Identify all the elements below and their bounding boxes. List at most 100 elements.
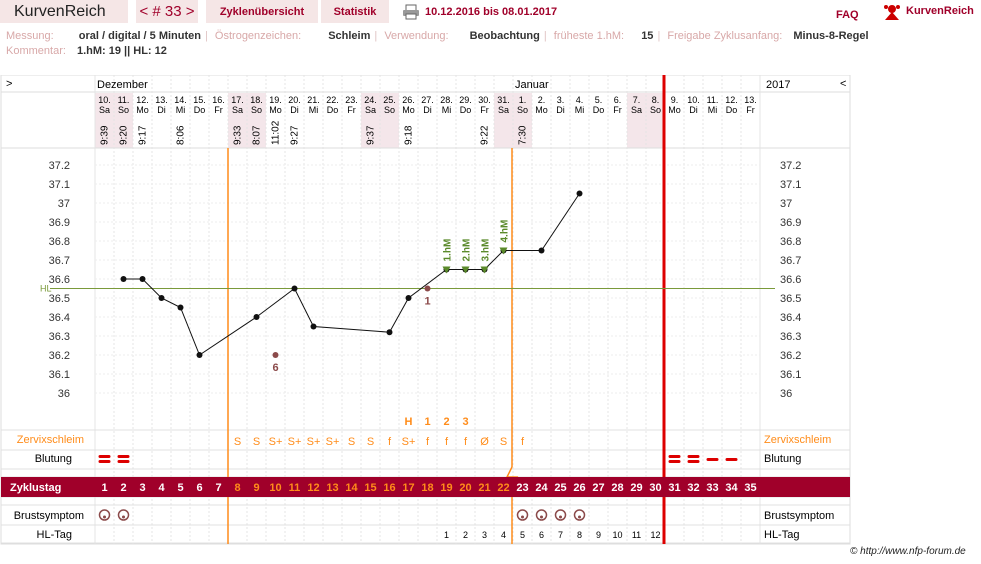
hm-marker	[461, 266, 470, 274]
breast-symbol	[98, 509, 111, 521]
meta-label: Verwendung:	[384, 30, 449, 42]
temperature-point	[177, 304, 184, 311]
meta-value-messung: oral / digital / 5 Minuten	[78, 30, 201, 42]
cycle-day-number: 22	[497, 482, 509, 494]
day-number: 25.	[383, 95, 396, 105]
tab-cycle-overview[interactable]: Zyklenübersicht	[206, 0, 318, 23]
breast-symbol	[535, 509, 548, 521]
hm-marker	[480, 266, 489, 274]
day-number: 1.	[519, 95, 527, 105]
cycle-day-number: 14	[345, 482, 358, 494]
cervix-symbol: f	[464, 436, 468, 448]
row-label-breast: Brustsymptom	[764, 510, 834, 522]
weekday: Fr	[347, 105, 356, 115]
temperature-point	[576, 190, 583, 197]
day-number: 10.	[98, 95, 111, 105]
faq-link[interactable]: FAQ	[836, 9, 859, 21]
month-label: Januar	[515, 79, 549, 91]
temp-tick-left: 36.1	[49, 369, 70, 381]
temperature-line	[123, 193, 580, 356]
weekday: Sa	[365, 105, 376, 115]
printer-icon[interactable]	[402, 4, 420, 20]
cycle-day-number: 31	[668, 482, 680, 494]
weekend-shade	[494, 93, 513, 148]
temp-tick-right: 36.6	[780, 274, 801, 286]
temp-tick-right: 37.1	[780, 179, 801, 191]
meta-label: früheste 1.hM:	[553, 30, 625, 42]
hl-day-number: 5	[520, 530, 525, 540]
cycle-day-band	[1, 477, 850, 497]
cycle-day-number: 24	[535, 482, 548, 494]
temp-tick-right: 36.8	[780, 236, 801, 248]
temp-tick-left: 36.7	[49, 255, 70, 267]
day-number: 14.	[174, 95, 187, 105]
weekday: Fr	[746, 105, 755, 115]
cycle-day-number: 29	[630, 482, 642, 494]
weekend-shade	[513, 93, 532, 148]
day-number: 12.	[136, 95, 149, 105]
hm-label: 2.hM	[462, 239, 473, 262]
row-label-bleeding: Blutung	[764, 453, 801, 465]
breast-symbol	[573, 509, 586, 521]
cycle-day-number: 7	[215, 482, 221, 494]
weekend-shade	[627, 93, 646, 148]
day-number: 28.	[440, 95, 453, 105]
cervix-symbol: f	[521, 436, 525, 448]
weekend-shade	[95, 93, 114, 148]
hm-label: 1.hM	[443, 239, 454, 262]
excluded-label: 1	[424, 296, 430, 308]
day-number: 13.	[155, 95, 168, 105]
temp-tick-left: 36.5	[49, 293, 70, 305]
weekday: Mo	[668, 105, 681, 115]
weekday: So	[118, 105, 129, 115]
chart-frame	[0, 75, 851, 545]
cycle-day-number: 5	[177, 482, 183, 494]
hl-day-number: 12	[650, 530, 660, 540]
weekday: Mi	[176, 105, 186, 115]
app-title[interactable]: KurvenReich	[0, 0, 128, 23]
day-number: 26.	[402, 95, 415, 105]
hl-day-number: 3	[482, 530, 487, 540]
temperature-point	[538, 247, 545, 254]
day-number: 2.	[538, 95, 546, 105]
cervix-symbol: S+	[402, 436, 416, 448]
cycle-day-number: 9	[253, 482, 259, 494]
hm-label: 3.hM	[481, 239, 492, 262]
temp-tick-right: 36.5	[780, 293, 801, 305]
measure-time: 9:17	[138, 125, 149, 145]
tab-statistics[interactable]: Statistik	[321, 0, 389, 23]
cycle-day-number: 4	[158, 482, 165, 494]
cover-line-label: HL	[40, 284, 52, 294]
cervix-symbol: S	[348, 436, 355, 448]
bleeding-mark	[117, 460, 130, 463]
measure-time: 8:07	[252, 125, 263, 145]
hl-day-number: 1	[444, 530, 449, 540]
temp-tick-right: 36.2	[780, 350, 801, 362]
cervix-symbol: f	[388, 436, 392, 448]
day-number: 31.	[497, 95, 510, 105]
row-label-cycle-day: Zyklustag	[10, 482, 61, 494]
measure-time: 9:37	[366, 125, 377, 145]
temp-tick-right: 36.9	[780, 217, 801, 229]
day-number: 16.	[212, 95, 225, 105]
meta-value-oestrogen: Schleim	[328, 30, 371, 42]
day-number: 4.	[576, 95, 584, 105]
logo-icon	[884, 5, 900, 20]
bleeding-mark	[668, 460, 681, 463]
cycle-navigator[interactable]: < # 33 >	[136, 0, 198, 23]
meta-label: Kommentar:	[6, 45, 66, 57]
cycle-day-number: 12	[307, 482, 319, 494]
cycle-day-number: 19	[440, 482, 452, 494]
hl-day-number: 11	[632, 530, 641, 540]
weekday: Sa	[232, 105, 243, 115]
breast-symbol	[521, 515, 524, 519]
month-label: Dezember	[97, 79, 148, 91]
logo-text[interactable]: KurvenReich	[906, 5, 974, 17]
cervix-symbol: S	[367, 436, 374, 448]
bleeding-mark	[687, 460, 700, 463]
cycle-day-number: 33	[706, 482, 718, 494]
temperature-point	[291, 285, 298, 292]
cervix-symbol: Ø	[480, 436, 489, 448]
excluded-point	[272, 352, 279, 358]
cycle-day-number: 25	[554, 482, 566, 494]
